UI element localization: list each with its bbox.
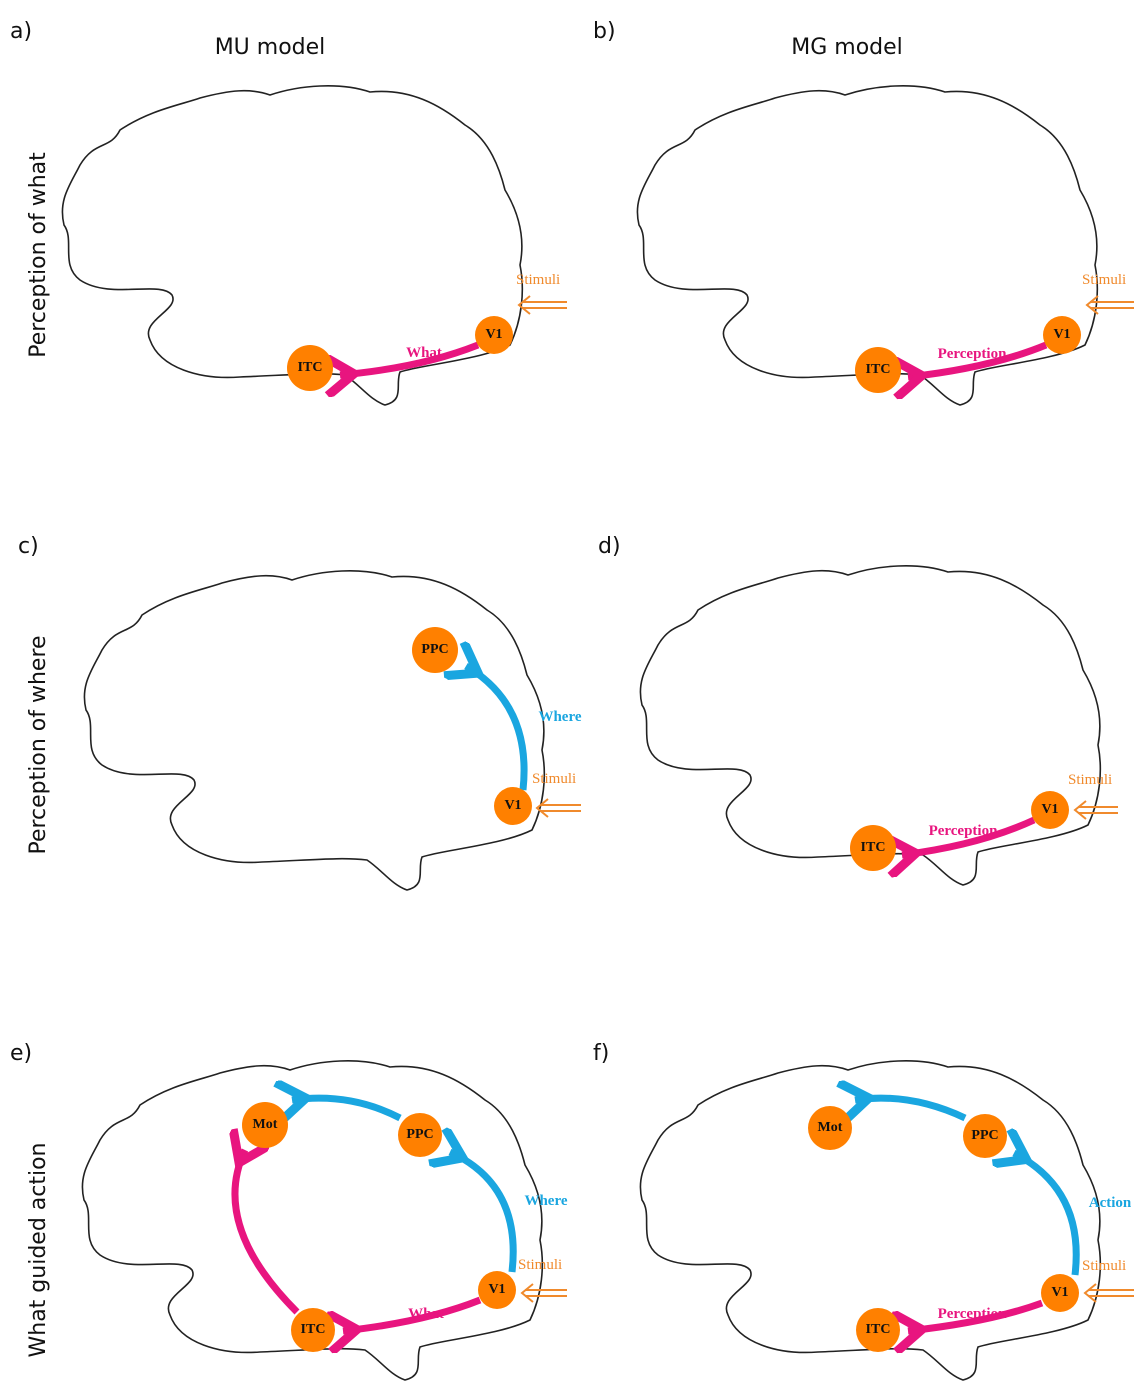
brain-outline [84, 571, 544, 890]
stimulus-arrow [1085, 1284, 1134, 1302]
node-label: ITC [866, 1322, 891, 1337]
panel-letter: d) [598, 534, 621, 559]
panel-letter: e) [10, 1041, 32, 1066]
stimulus-arrow [522, 1284, 567, 1302]
arrow-label: Where [524, 1193, 567, 1209]
stimulus-arrow [519, 296, 567, 314]
arrow-label: Where [538, 709, 581, 725]
row-headers: Perception of what Perception of where W… [26, 152, 51, 1358]
node-label: Mot [818, 1120, 843, 1135]
node-label: Mot [253, 1117, 278, 1132]
row-header: What guided action [26, 1143, 51, 1358]
arrow [466, 666, 524, 790]
column-header: MU model [215, 35, 326, 60]
panel: a) What ITC V1 Stimuli [10, 19, 567, 405]
node-label: PPC [971, 1128, 998, 1143]
column-header: MG model [791, 35, 903, 60]
arrow-label: What [408, 1306, 444, 1322]
arrow [292, 1098, 400, 1118]
panel: b) Perception ITC V1 Stimuli [593, 19, 1134, 405]
panel: e) Where What Mot PPC ITC V1 Stimuli [10, 1041, 568, 1380]
column-headers: MU model MG model [215, 35, 903, 60]
arrow [855, 1098, 965, 1118]
stimulus-label: Stimuli [1082, 1258, 1126, 1274]
node-label: ITC [866, 362, 891, 377]
node-label: ITC [298, 360, 323, 375]
row-header: Perception of what [26, 152, 51, 358]
node-label: V1 [1051, 1285, 1068, 1300]
stimulus-label: Stimuli [1082, 272, 1126, 288]
stimulus-arrow [1087, 296, 1134, 314]
arrow [450, 1152, 513, 1272]
panel-letter: c) [18, 534, 39, 559]
panel-letter: b) [593, 19, 616, 44]
panel-letter: f) [593, 1041, 609, 1066]
arrow-label: Perception [938, 346, 1008, 362]
arrow-label: Action [1089, 1195, 1132, 1211]
node-label: ITC [861, 840, 886, 855]
node-label: ITC [301, 1322, 326, 1337]
figure: MU model MG model Perception of what Per… [0, 0, 1136, 1397]
arrow [1014, 1153, 1076, 1275]
arrow-label: Perception [929, 823, 999, 839]
node-label: V1 [1053, 327, 1070, 342]
stimulus-label: Stimuli [532, 771, 576, 787]
node-label: V1 [1041, 802, 1058, 817]
arrow-label: Perception [938, 1306, 1008, 1322]
row-header: Perception of where [26, 635, 51, 854]
stimulus-arrow [537, 799, 581, 817]
node-label: V1 [504, 798, 521, 813]
node-label: V1 [485, 327, 502, 342]
stimulus-label: Stimuli [1068, 772, 1112, 788]
node-label: PPC [421, 642, 448, 657]
panel-letter: a) [10, 19, 32, 44]
node-label: V1 [488, 1282, 505, 1297]
node-label: PPC [406, 1127, 433, 1142]
panel: f) Action Perception Mot PPC ITC V1 Stim… [593, 1041, 1134, 1380]
panel: c) Where PPC V1 Stimuli [18, 534, 582, 890]
panel: d) Perception ITC V1 Stimuli [598, 534, 1118, 885]
arrow [235, 1150, 297, 1312]
stimulus-label: Stimuli [516, 272, 560, 288]
stimulus-label: Stimuli [518, 1257, 562, 1273]
arrow-label: What [406, 345, 442, 361]
